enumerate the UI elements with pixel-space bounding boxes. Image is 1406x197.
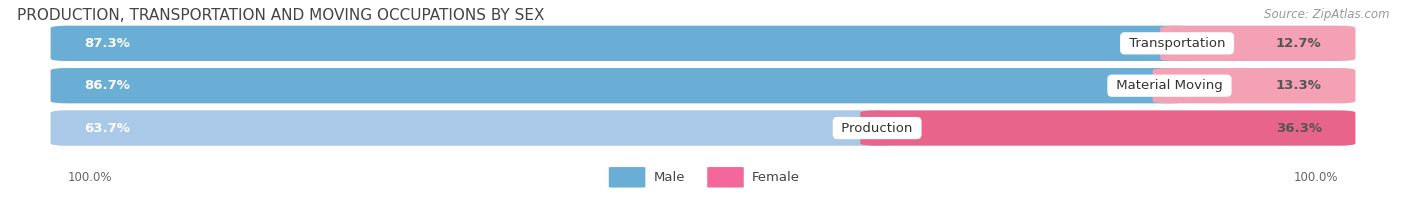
Text: 100.0%: 100.0% bbox=[67, 171, 112, 184]
Text: Transportation: Transportation bbox=[1125, 37, 1229, 50]
Text: PRODUCTION, TRANSPORTATION AND MOVING OCCUPATIONS BY SEX: PRODUCTION, TRANSPORTATION AND MOVING OC… bbox=[17, 8, 544, 23]
FancyBboxPatch shape bbox=[51, 26, 1355, 61]
FancyBboxPatch shape bbox=[609, 167, 645, 188]
Text: 12.7%: 12.7% bbox=[1277, 37, 1322, 50]
Text: Material Moving: Material Moving bbox=[1112, 79, 1227, 92]
Text: Production: Production bbox=[838, 122, 917, 135]
Text: Source: ZipAtlas.com: Source: ZipAtlas.com bbox=[1264, 8, 1389, 21]
FancyBboxPatch shape bbox=[51, 68, 1355, 103]
FancyBboxPatch shape bbox=[1160, 26, 1355, 61]
Text: Female: Female bbox=[752, 171, 800, 184]
FancyBboxPatch shape bbox=[51, 26, 1194, 61]
Text: 100.0%: 100.0% bbox=[1294, 171, 1339, 184]
FancyBboxPatch shape bbox=[51, 68, 1187, 103]
FancyBboxPatch shape bbox=[860, 110, 1355, 146]
Text: 86.7%: 86.7% bbox=[84, 79, 131, 92]
FancyBboxPatch shape bbox=[1153, 68, 1355, 103]
Text: 36.3%: 36.3% bbox=[1275, 122, 1322, 135]
FancyBboxPatch shape bbox=[51, 110, 894, 146]
Text: Male: Male bbox=[654, 171, 685, 184]
FancyBboxPatch shape bbox=[51, 110, 1355, 146]
Text: 13.3%: 13.3% bbox=[1275, 79, 1322, 92]
FancyBboxPatch shape bbox=[707, 167, 744, 188]
Text: 63.7%: 63.7% bbox=[84, 122, 131, 135]
Text: 87.3%: 87.3% bbox=[84, 37, 131, 50]
